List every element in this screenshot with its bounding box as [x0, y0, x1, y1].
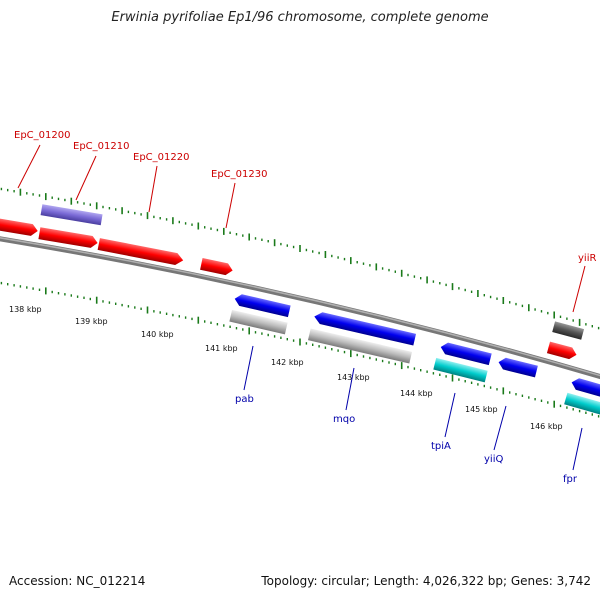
gene-arrow — [440, 342, 492, 366]
scale-label: 140 kbp — [141, 330, 174, 339]
gene-label: EpC_01220 — [133, 152, 189, 163]
gene-feature-cyan — [564, 392, 600, 417]
gene-feature-purple — [40, 204, 103, 226]
gene-label: EpC_01200 — [14, 130, 70, 141]
gene-feature-dark — [552, 321, 585, 340]
scale-labels: 138 kbp 139 kbp 140 kbp 141 kbp 142 kbp … — [9, 305, 563, 431]
scale-label: 145 kbp — [465, 405, 498, 414]
gene-features-forward — [0, 204, 585, 360]
gene-label: EpC_01210 — [73, 141, 129, 152]
map-title: Erwinia pyrifoliae Ep1/96 chromosome, co… — [111, 10, 489, 25]
gene-arrow — [38, 227, 98, 248]
gene-feature-grey — [229, 309, 288, 335]
chromosome-backbone — [0, 236, 600, 380]
scale-label: 142 kbp — [271, 358, 304, 367]
scale-label: 146 kbp — [530, 422, 563, 431]
gene-arrow — [234, 294, 291, 318]
gene-feature-grey — [307, 328, 413, 364]
gene-label: EpC_01230 — [211, 169, 267, 180]
gene-feature-cyan — [433, 357, 488, 383]
gene-arrow — [0, 217, 38, 236]
top-gene-labels: EpC_01200 EpC_01210 EpC_01220 EpC_01230 … — [14, 130, 596, 313]
gene-arrow — [200, 258, 233, 276]
upper-tick-ring — [0, 187, 600, 330]
scale-label: 143 kbp — [337, 373, 370, 382]
gene-arrow — [546, 341, 577, 360]
gene-label: mqo — [333, 414, 355, 425]
scale-label: 144 kbp — [400, 389, 433, 398]
gene-label: fpr — [563, 474, 578, 485]
bottom-gene-labels: pab mqo tpiA yiiQ fpr — [235, 345, 583, 485]
gene-label: pab — [235, 394, 254, 405]
scale-label: 141 kbp — [205, 344, 238, 353]
gene-label: yiiR — [578, 253, 596, 264]
genome-summary: Topology: circular; Length: 4,026,322 bp… — [261, 574, 591, 588]
gene-arrow — [571, 378, 600, 399]
gene-arrow — [498, 357, 538, 378]
scale-label: 138 kbp — [9, 305, 42, 314]
gene-label: yiiQ — [484, 454, 503, 465]
lower-tick-ring — [0, 281, 600, 418]
gene-arrow — [97, 238, 184, 265]
gene-arrow — [314, 312, 417, 346]
gene-features-reverse — [229, 294, 600, 417]
gene-label: tpiA — [431, 441, 451, 452]
accession-label: Accession: NC_012214 — [9, 574, 146, 588]
scale-label: 139 kbp — [75, 317, 108, 326]
